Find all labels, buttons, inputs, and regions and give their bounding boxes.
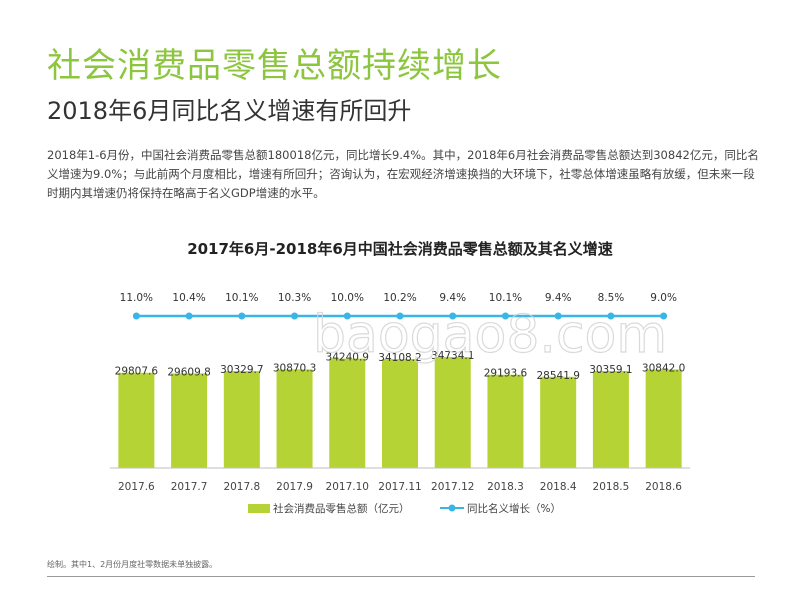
bar-value-label: 34240.9	[326, 352, 369, 364]
legend-bar-swatch	[248, 504, 270, 513]
bottom-rule	[47, 576, 755, 577]
bar-2018.4	[540, 376, 577, 468]
bar-2017.10	[329, 358, 366, 468]
bar-value-label: 28541.9	[536, 370, 579, 382]
legend-bar-label: 社会消费品零售总额（亿元）	[273, 502, 410, 515]
bar-value-label: 34734.1	[431, 350, 474, 362]
x-tick-label: 2018.5	[593, 481, 630, 493]
body-paragraph: 2018年1-6月份，中国社会消费品零售总额180018亿元，同比增长9.4%。…	[47, 148, 759, 200]
bar-value-label: 34108.2	[378, 352, 421, 364]
bar-2018.3	[487, 374, 524, 468]
line-value-label: 8.5%	[598, 292, 625, 304]
bar-2018.6	[645, 369, 682, 468]
line-point-2017.9	[291, 312, 299, 320]
line-point-2017.8	[238, 312, 246, 320]
bar-value-label: 30842.0	[642, 362, 685, 374]
x-tick-label: 2017.11	[378, 481, 421, 493]
line-point-2017.6	[132, 312, 140, 320]
watermark: baogao8.com	[313, 305, 667, 365]
chart-title: 2017年6月-2018年6月中国社会消费品零售总额及其名义增速	[187, 240, 613, 258]
x-tick-label: 2018.3	[487, 481, 524, 493]
legend-line-dot	[448, 504, 456, 512]
line-value-label: 10.4%	[172, 292, 205, 304]
line-point-2018.6	[660, 312, 668, 320]
bar-value-label: 29609.8	[167, 366, 210, 378]
line-value-label: 11.0%	[120, 292, 153, 304]
page-subtitle: 2018年6月同比名义增速有所回升	[47, 97, 412, 125]
line-value-label: 10.3%	[278, 292, 311, 304]
bar-value-label: 29193.6	[484, 368, 528, 380]
x-tick-label: 2018.6	[645, 481, 682, 493]
bar-2017.11	[382, 359, 418, 468]
x-tick-label: 2017.7	[171, 481, 208, 493]
bar-2017.8	[223, 371, 260, 468]
x-tick-label: 2017.8	[223, 481, 260, 493]
bar-value-label: 30870.3	[273, 362, 316, 374]
x-tick-label: 2018.4	[540, 481, 577, 493]
line-value-label: 10.1%	[225, 292, 258, 304]
legend-line-label: 同比名义增长（%）	[467, 502, 561, 515]
x-tick-label: 2017.12	[431, 481, 474, 493]
line-value-label: 9.4%	[439, 292, 466, 304]
line-point-2017.10	[343, 312, 351, 320]
legend: 社会消费品零售总额（亿元） 同比名义增长（%）	[248, 502, 561, 515]
footnote: 绘制。其中1、2月份月度社零数据未单独披露。	[47, 560, 218, 569]
bar-2017.7	[171, 373, 208, 468]
line-point-2017.11	[396, 312, 404, 320]
bar-value-label: 30359.1	[589, 364, 632, 376]
line-value-label: 9.0%	[650, 292, 677, 304]
bar-2018.5	[592, 370, 629, 468]
line-point-2017.7	[185, 312, 193, 320]
bar-value-label: 30329.7	[220, 364, 263, 376]
page-title: 社会消费品零售总额持续增长	[47, 46, 502, 86]
line-point-2018.5	[607, 312, 615, 320]
line-point-2018.4	[554, 312, 562, 320]
line-value-label: 10.0%	[331, 292, 364, 304]
line-value-label: 10.2%	[383, 292, 416, 304]
line-point-2017.12	[449, 312, 457, 320]
bar-2017.9	[276, 369, 313, 468]
x-tick-label: 2017.10	[326, 481, 369, 493]
line-value-label: 10.1%	[489, 292, 522, 304]
bar-value-label: 29807.6	[115, 366, 159, 378]
bar-2017.6	[118, 372, 155, 468]
line-value-label: 9.4%	[545, 292, 572, 304]
x-tick-label: 2017.6	[118, 481, 155, 493]
line-point-2018.3	[501, 312, 509, 320]
bar-2017.12	[434, 357, 471, 468]
x-tick-label: 2017.9	[276, 481, 313, 493]
